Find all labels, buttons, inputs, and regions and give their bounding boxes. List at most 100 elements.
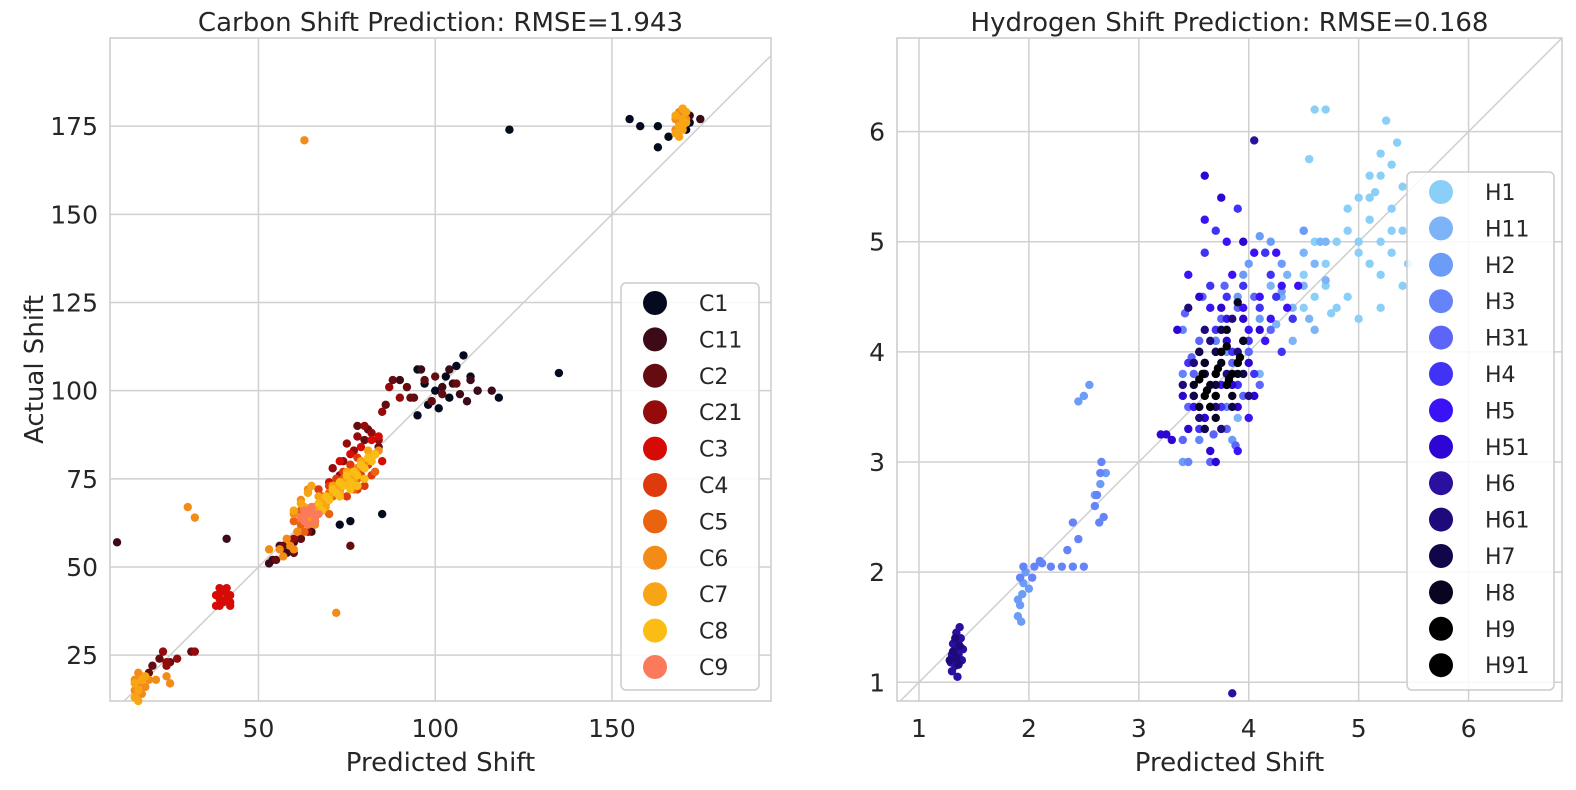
data-point <box>1365 171 1374 180</box>
data-point <box>1195 413 1204 423</box>
data-point <box>409 393 419 402</box>
data-point <box>625 114 634 124</box>
series-C21 <box>158 382 405 670</box>
data-point <box>1220 281 1229 290</box>
data-point <box>1376 270 1385 279</box>
data-point <box>314 492 323 501</box>
data-point <box>1217 193 1226 202</box>
data-point <box>494 393 504 402</box>
data-point <box>190 647 200 656</box>
data-point <box>1037 559 1047 568</box>
data-point <box>1272 292 1281 302</box>
legend-label: C9 <box>699 656 728 681</box>
data-point <box>360 421 369 431</box>
data-point <box>346 478 355 487</box>
y-tick-label: 75 <box>66 465 98 494</box>
legend-marker <box>643 582 667 607</box>
legend-marker <box>1429 289 1453 314</box>
legend-label: C4 <box>699 474 728 499</box>
data-point <box>951 634 960 643</box>
data-point <box>314 499 323 508</box>
y-tick-label: 100 <box>50 377 98 406</box>
data-point <box>1195 347 1204 357</box>
x-tick-label: 100 <box>411 714 459 743</box>
data-point <box>664 132 673 141</box>
data-point <box>452 379 461 388</box>
data-point <box>1244 347 1253 357</box>
data-point <box>1365 193 1374 202</box>
data-point <box>335 492 344 501</box>
data-point <box>1387 204 1396 213</box>
data-point <box>1376 303 1385 313</box>
data-point <box>300 527 309 536</box>
data-point <box>1304 314 1314 324</box>
data-point <box>332 608 341 618</box>
data-point <box>1354 248 1363 257</box>
data-point <box>1228 402 1237 412</box>
legend-marker <box>1429 471 1453 496</box>
data-point <box>346 516 355 526</box>
y-tick-label: 1 <box>869 668 885 697</box>
series-H1 <box>1277 105 1413 324</box>
chart-title: Carbon Shift Prediction: RMSE=1.943 <box>198 8 683 38</box>
data-point <box>1079 391 1089 401</box>
data-point <box>222 534 231 543</box>
data-point <box>427 397 436 406</box>
data-point <box>1184 424 1193 434</box>
legend-label: H8 <box>1485 581 1516 606</box>
data-point <box>1198 369 1207 379</box>
y-tick-label: 125 <box>50 288 98 317</box>
data-point <box>1343 204 1352 213</box>
data-point <box>1239 336 1248 346</box>
data-point <box>353 421 362 431</box>
data-point <box>1354 237 1363 246</box>
data-point <box>1017 617 1026 626</box>
data-point <box>1068 562 1078 571</box>
legend-label: C21 <box>699 401 742 426</box>
data-point <box>395 375 405 385</box>
data-point <box>1211 226 1220 235</box>
data-point <box>1244 413 1253 423</box>
data-point <box>346 485 355 494</box>
data-point <box>1195 292 1204 302</box>
data-point <box>554 368 564 378</box>
data-point <box>416 365 426 374</box>
data-point <box>1217 424 1226 434</box>
data-point <box>151 675 161 685</box>
data-point <box>445 393 454 402</box>
data-point <box>1255 303 1264 313</box>
data-point <box>356 442 366 452</box>
data-point <box>165 679 175 688</box>
data-point <box>1332 303 1341 313</box>
legend-label: H7 <box>1485 545 1516 570</box>
data-point <box>1321 276 1330 285</box>
data-point <box>1096 468 1105 478</box>
legend-marker <box>1429 653 1453 678</box>
data-point <box>1027 573 1037 582</box>
legend-label: H9 <box>1485 618 1516 643</box>
data-point <box>1299 270 1308 279</box>
data-point <box>328 464 337 473</box>
series-C8 <box>314 449 380 515</box>
data-point <box>1387 226 1396 235</box>
data-point <box>1206 303 1215 313</box>
data-point <box>1398 182 1407 191</box>
legend-marker <box>643 473 667 497</box>
data-point <box>1178 369 1187 379</box>
series-H6 <box>946 136 1259 698</box>
data-point <box>653 143 663 152</box>
data-point <box>282 534 291 543</box>
data-point <box>395 393 405 402</box>
legend: H1 H11 H2 H3 H31 H4 H5 H51 H6 H61 H7 H8 H9 H91 <box>1406 171 1555 691</box>
data-point <box>1195 402 1204 412</box>
data-point <box>1235 353 1245 362</box>
data-point <box>1266 314 1275 324</box>
data-point <box>356 460 366 469</box>
data-point <box>342 439 352 448</box>
data-point <box>1184 303 1193 313</box>
legend-label: H11 <box>1485 217 1530 242</box>
data-point <box>1211 391 1220 401</box>
data-point <box>455 389 465 399</box>
chart-panel-2: 1 2 3 4 5 6 1 2 3 4 5 6 Hydrogen Shift Prediction: R… <box>869 8 1563 778</box>
data-point <box>1228 689 1237 698</box>
